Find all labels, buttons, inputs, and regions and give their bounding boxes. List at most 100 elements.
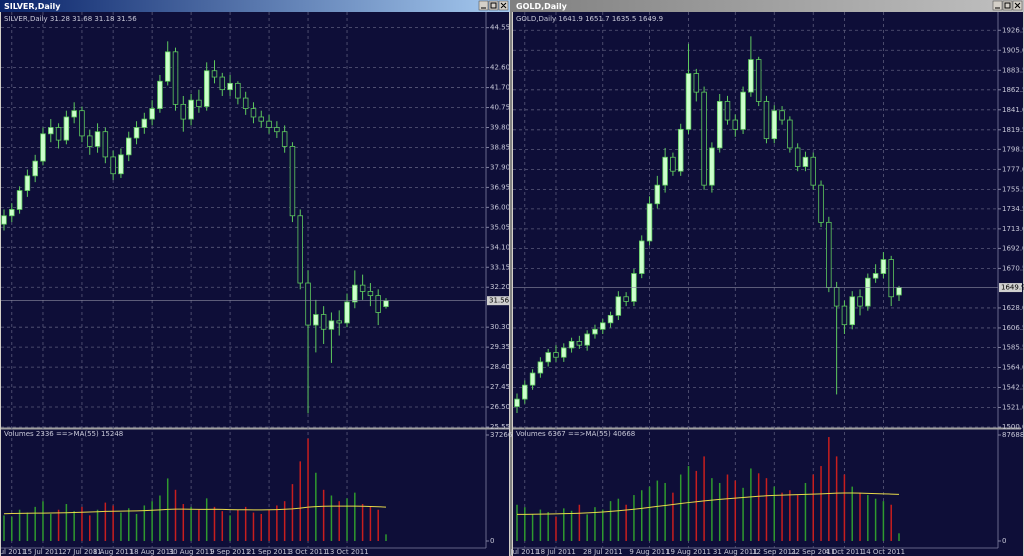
candle-body — [24, 175, 31, 191]
candle-body — [537, 361, 544, 374]
candle-body — [732, 119, 739, 130]
candle-body — [833, 287, 840, 307]
candle-body — [880, 259, 887, 274]
candle-body — [561, 347, 567, 358]
candle-body — [227, 82, 233, 91]
candle-body — [55, 127, 62, 141]
candle-body — [352, 284, 358, 303]
x-tick-label: 31 Aug 2011 — [713, 548, 758, 556]
y-tick-label: 35.05 — [490, 223, 510, 231]
candle-body — [763, 101, 770, 140]
candle-body — [545, 352, 551, 363]
x-tick-label: 22 Sep 2011 — [791, 548, 835, 556]
x-tick-label: Jul 2011 — [0, 548, 26, 556]
y-tick-label: 26.50 — [490, 403, 510, 411]
y-tick-label: 36.00 — [490, 203, 510, 211]
candle-body — [94, 131, 101, 147]
y-tick-label: 30.30 — [490, 323, 510, 331]
x-tick-label: 19 Aug 2011 — [666, 548, 711, 556]
candle-body — [125, 137, 132, 156]
x-tick-label: 18 Aug 2011 — [130, 548, 175, 556]
x-tick-label: 15 Jul 2011 — [23, 548, 63, 556]
candle-body — [654, 184, 661, 205]
candle-body — [149, 108, 155, 120]
window-left: SILVER,Daily — [0, 0, 510, 556]
volume-tick-label: 0 — [490, 537, 494, 545]
y-tick-label: 1798.5 — [1002, 145, 1024, 153]
chart-legend: GOLD,Daily 1641.9 1651.7 1635.5 1649.9 — [516, 15, 663, 23]
title-bar[interactable] — [0, 0, 510, 12]
candle-body — [1, 215, 7, 225]
candle-body — [818, 184, 824, 223]
candle-body — [529, 372, 536, 386]
chart-area — [513, 12, 1023, 556]
candle-body — [607, 314, 614, 324]
candle-body — [857, 296, 863, 307]
x-tick-label: 9 Sep 2011 — [210, 548, 250, 556]
current-price-label: 1649.9 — [1001, 284, 1024, 292]
y-tick-label: 38.85 — [490, 143, 510, 151]
volume-legend: Volumes 2336 ==>MA(55) 15248 — [4, 430, 123, 438]
y-tick-label: 1905.0 — [1002, 46, 1024, 54]
x-tick-label: 8 Aug 2011 — [93, 548, 133, 556]
candle-body — [87, 135, 93, 147]
window-buttons[interactable] — [478, 0, 509, 11]
candle-body — [896, 287, 902, 296]
candle-body — [48, 127, 54, 135]
candle-body — [133, 127, 140, 139]
y-tick-label: 1734.5 — [1002, 205, 1024, 213]
x-tick-label: 9 Aug 2011 — [629, 548, 669, 556]
x-tick-label: 21 Sep 2011 — [247, 548, 291, 556]
y-tick-label: 39.80 — [490, 123, 510, 131]
x-tick-label: 28 Jul 2011 — [583, 548, 623, 556]
candle-body — [71, 110, 77, 118]
candle-body — [180, 103, 187, 120]
candle-body — [266, 120, 272, 128]
candle-body — [748, 59, 754, 93]
x-tick-label: 13 Oct 2011 — [325, 548, 368, 556]
y-tick-label: 25.55 — [490, 423, 510, 431]
y-tick-label: 34.10 — [490, 243, 510, 251]
y-tick-label: 29.35 — [490, 343, 510, 351]
volume-tick-label: 0 — [1002, 537, 1006, 545]
candle-body — [592, 328, 598, 335]
candle-body — [701, 91, 707, 186]
volume-tick-label: 87688 — [1002, 431, 1024, 439]
candle-body — [716, 101, 723, 149]
x-tick-label: 4 Oct 2011 — [825, 548, 864, 556]
candle-body — [646, 203, 653, 242]
y-tick-label: 33.15 — [490, 263, 510, 271]
x-tick-label: Jul 2011 — [510, 548, 540, 556]
candle-body — [102, 131, 109, 158]
candle-body — [141, 118, 148, 128]
volume-ma-line — [3, 505, 387, 515]
y-tick-label: 28.40 — [490, 363, 510, 371]
candle-body — [576, 341, 583, 346]
candle-body — [367, 291, 374, 297]
y-tick-label: 1862.5 — [1002, 86, 1024, 94]
y-tick-label: 1542.5 — [1002, 383, 1024, 391]
y-tick-label: 1564.0 — [1002, 363, 1024, 371]
candle-body — [794, 147, 801, 167]
y-tick-label: 1713.0 — [1002, 225, 1024, 233]
window-title: GOLD,Daily — [516, 2, 568, 11]
candle-body — [709, 147, 715, 186]
current-price-label: 31.56 — [489, 297, 510, 305]
window-buttons[interactable] — [992, 0, 1023, 11]
candle-body — [771, 110, 778, 140]
candle-body — [779, 110, 785, 121]
candle-body — [211, 70, 218, 78]
y-tick-label: 32.20 — [490, 283, 510, 291]
y-tick-label: 1926.5 — [1002, 26, 1024, 34]
candle-body — [553, 352, 559, 358]
x-tick-label: 3 Oct 2011 — [289, 548, 328, 556]
x-tick-label: 14 Oct 2011 — [862, 548, 905, 556]
y-tick-label: 37.90 — [490, 163, 510, 171]
chart-legend: SILVER,Daily 31.28 31.68 31.18 31.56 — [4, 15, 137, 23]
candle-body — [375, 295, 381, 313]
x-tick-label: 27 Jul 2011 — [62, 548, 102, 556]
y-tick-label: 41.70 — [490, 84, 510, 92]
title-bar[interactable] — [512, 0, 1024, 12]
candle-body — [623, 296, 629, 302]
candle-body — [359, 284, 366, 292]
